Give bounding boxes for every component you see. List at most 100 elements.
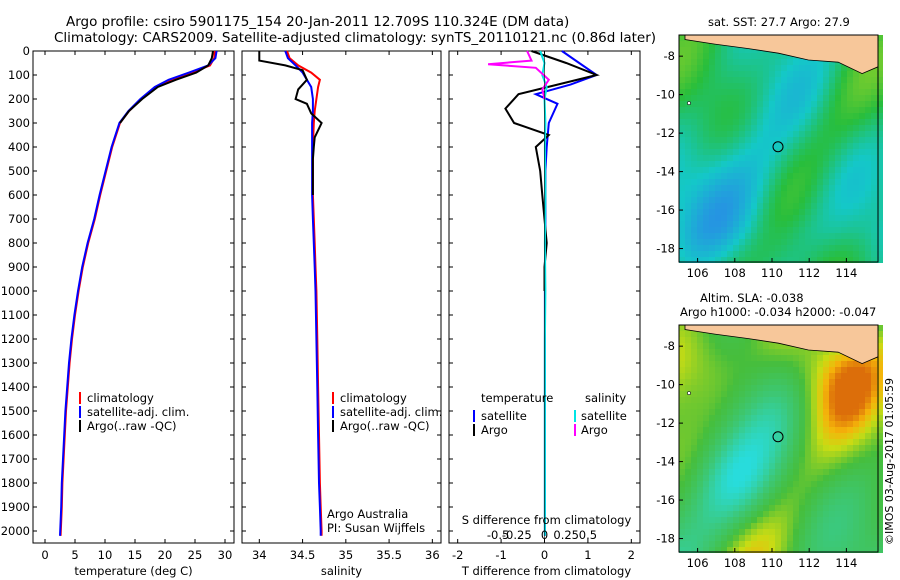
sla-map-cell xyxy=(823,415,829,421)
sst-map-cell xyxy=(697,101,703,107)
sla-map-cell xyxy=(817,445,823,451)
sla-map-cell xyxy=(829,547,835,553)
sst-map-cell xyxy=(853,221,859,227)
sla-map-cell xyxy=(841,445,847,451)
sla-map-cell xyxy=(757,391,763,397)
sla-map-cell xyxy=(697,481,703,487)
sst-map-cell xyxy=(829,221,835,227)
sla-map-cell xyxy=(715,385,721,391)
sla-map-cell xyxy=(727,517,733,523)
sla-map-cell xyxy=(817,439,823,445)
sla-map-cell xyxy=(799,469,805,475)
sla-map-cell xyxy=(733,487,739,493)
sst-map-cell xyxy=(787,209,793,215)
sst-map-cell xyxy=(823,203,829,209)
sla-map-cell xyxy=(697,445,703,451)
depth-tick-label: 1700 xyxy=(1,452,30,466)
sst-map-cell xyxy=(811,143,817,149)
sst-map-cell xyxy=(709,197,715,203)
sla-map-cell xyxy=(685,457,691,463)
sst-map-cell xyxy=(751,47,757,53)
sla-map-cell xyxy=(757,361,763,367)
sst-map-cell xyxy=(787,95,793,101)
sst-map-cell xyxy=(823,149,829,155)
sla-map-cell xyxy=(757,343,763,349)
sst-map-cell xyxy=(859,113,865,119)
sla-map-cell xyxy=(823,373,829,379)
sla-map-cell xyxy=(817,373,823,379)
sla-map-cell xyxy=(751,403,757,409)
sst-map-cell xyxy=(727,227,733,233)
sst-map-cell xyxy=(775,209,781,215)
sla-map-cell xyxy=(697,439,703,445)
sla-map-cell xyxy=(679,337,685,343)
sla-map-cell xyxy=(775,349,781,355)
sla-map-cell xyxy=(697,475,703,481)
sla-map-cell xyxy=(829,505,835,511)
sla-map-cell xyxy=(715,541,721,547)
sla-map-cell xyxy=(871,433,877,439)
sst-map-cell xyxy=(877,95,883,101)
sst-map-xtick-label: 108 xyxy=(724,266,746,280)
sst-map-cell xyxy=(823,197,829,203)
sst-map-cell xyxy=(697,95,703,101)
sla-map-cell xyxy=(811,409,817,415)
sla-map-cell xyxy=(751,451,757,457)
sla-map-cell xyxy=(721,457,727,463)
sla-map-cell xyxy=(751,433,757,439)
sst-map-cell xyxy=(817,221,823,227)
sst-map-cell xyxy=(793,125,799,131)
sst-map-cell xyxy=(739,89,745,95)
sst-map-cell xyxy=(811,83,817,89)
sla-map-cell xyxy=(721,535,727,541)
sla-map-cell xyxy=(793,433,799,439)
sst-map-cell xyxy=(775,161,781,167)
sst-map-cell xyxy=(679,179,685,185)
sla-map-cell xyxy=(847,493,853,499)
sla-map-cell xyxy=(835,547,841,553)
sla-map-cell xyxy=(823,391,829,397)
sla-map-cell xyxy=(751,505,757,511)
sst-map-cell xyxy=(757,89,763,95)
sla-map-cell xyxy=(835,505,841,511)
sst-map-cell xyxy=(733,89,739,95)
sst-map-ytick-label: -14 xyxy=(656,165,675,179)
sst-map-cell xyxy=(871,257,877,263)
sla-map-cell xyxy=(847,517,853,523)
sla-map-cell xyxy=(829,511,835,517)
sla-map-cell xyxy=(859,415,865,421)
sla-map-cell xyxy=(799,355,805,361)
sla-map-cell xyxy=(781,505,787,511)
sst-map-cell xyxy=(739,137,745,143)
sst-map-cell xyxy=(751,239,757,245)
sla-map-cell xyxy=(763,361,769,367)
sst-map-cell xyxy=(721,53,727,59)
sla-map-cell xyxy=(769,349,775,355)
differences-series-salinity-argo xyxy=(488,50,551,100)
sst-map-cell xyxy=(751,245,757,251)
sst-map-cell xyxy=(811,77,817,83)
sst-map-cell xyxy=(733,197,739,203)
sla-map-cell xyxy=(679,379,685,385)
sst-map-cell xyxy=(793,77,799,83)
sla-map-cell xyxy=(823,355,829,361)
sla-map-cell xyxy=(691,451,697,457)
sst-map-cell xyxy=(793,131,799,137)
sst-map-cell xyxy=(757,197,763,203)
sst-map-cell xyxy=(727,95,733,101)
sla-map-cell xyxy=(775,529,781,535)
sst-map-cell xyxy=(847,131,853,137)
sla-map-cell xyxy=(859,391,865,397)
sla-map-cell xyxy=(703,433,709,439)
sst-map-cell xyxy=(829,245,835,251)
sst-map-cell xyxy=(817,209,823,215)
sla-map-cell xyxy=(685,511,691,517)
sst-map-cell xyxy=(877,233,883,239)
sla-map-cell xyxy=(769,493,775,499)
sla-map-cell xyxy=(799,529,805,535)
sst-map-cell xyxy=(853,149,859,155)
sst-map-cell xyxy=(793,197,799,203)
sla-map-cell xyxy=(781,427,787,433)
sst-map-cell xyxy=(823,239,829,245)
sla-map-cell xyxy=(877,391,883,397)
